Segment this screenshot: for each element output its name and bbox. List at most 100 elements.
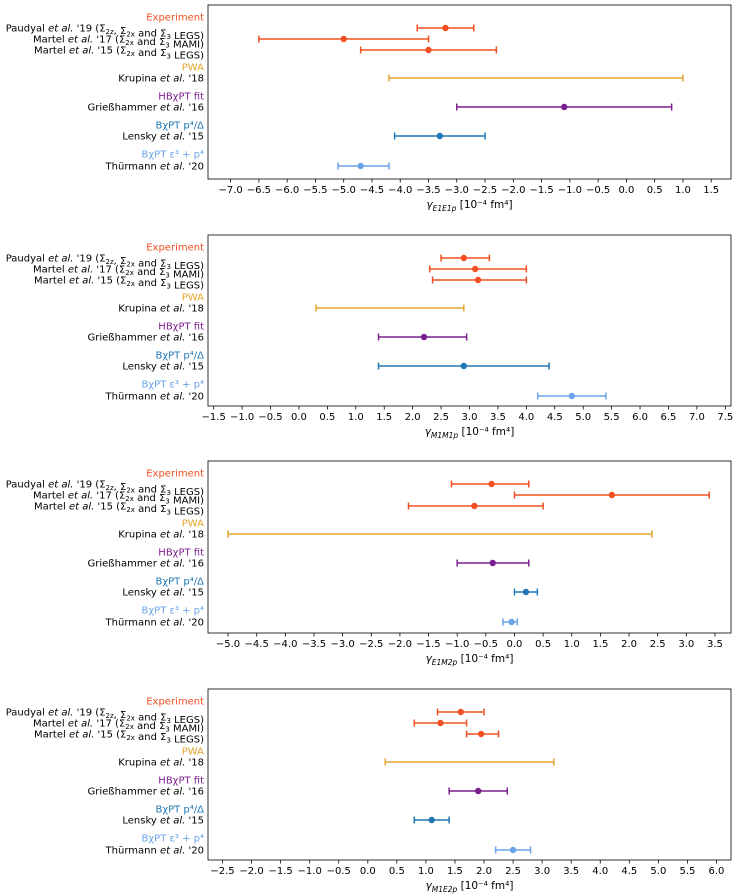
x-tick-label: −1.0: [298, 866, 322, 877]
x-tick-label: 1.0: [564, 639, 580, 650]
x-tick-label: 5.5: [604, 412, 620, 423]
row-label: Krupina et al. '18: [118, 304, 204, 315]
x-tick-label: 1.5: [703, 185, 719, 196]
row-label: Thürmann et al. '20: [105, 846, 204, 857]
x-tick-label: 0.5: [319, 412, 335, 423]
data-point-paudyal: [460, 254, 468, 262]
x-tick-label: 1.0: [675, 185, 691, 196]
x-tick-label: −5.0: [332, 185, 356, 196]
data-point-martel15: [471, 502, 478, 510]
data-point-thurmann: [568, 392, 576, 400]
x-tick-label: −1.5: [529, 185, 553, 196]
x-axis-label: γM1M1p [10⁻⁴ fm⁴]: [425, 426, 515, 440]
group-label: Experiment: [146, 243, 204, 254]
data-point-martel15: [425, 46, 432, 54]
x-tick-label: −3.0: [330, 639, 354, 650]
x-tick-label: −2.0: [501, 185, 525, 196]
data-point-lensky: [522, 588, 530, 596]
row-label: Martel et al. '15 (Σ2x and Σ3 LEGS): [34, 502, 204, 518]
x-tick-label: 2.0: [476, 866, 492, 877]
x-tick-label: −5.5: [303, 185, 327, 196]
row-label: Grießhammer et al. '16: [88, 787, 204, 798]
x-tick-label: −2.5: [359, 639, 383, 650]
x-axis-label: γE1M2p [10⁻⁴ fm⁴]: [426, 653, 514, 667]
data-point-thurmann: [357, 162, 364, 170]
data-point-martel17: [471, 265, 479, 273]
plot-frame: [207, 688, 732, 861]
x-tick-label: −2.0: [239, 866, 263, 877]
chart-panel-2: −1.5 −1.0 −0.5 0.0 0.5 1.0 1.5 2.0 2.5 3.0 3.5 4.0 4…: [6, 234, 733, 440]
row-label: Martel et al. '17 (Σ2x and Σ3 MAMI): [33, 491, 204, 507]
row-label: Grießhammer et al. '16: [88, 333, 204, 344]
x-tick-label: 1.5: [447, 866, 463, 877]
x-tick-label: 0.5: [647, 185, 663, 196]
chart-panel-4: −2.5 −2.0 −1.5 −1.0 −0.5 0.0 0.5 1.0 1.5 2.0 2.5 3.…: [6, 688, 732, 894]
x-tick-label: 4.0: [592, 866, 608, 877]
x-tick-label: 3.5: [490, 412, 506, 423]
row-label: Lensky et al. '15: [122, 132, 204, 143]
x-tick-label: 2.5: [650, 639, 666, 650]
x-tick-label: 4.0: [518, 412, 534, 423]
data-point-griesshammer: [489, 559, 496, 567]
x-tick-label: −1.5: [202, 412, 226, 423]
row-label: Martel et al. '17 (Σ2x and Σ3 MAMI): [33, 265, 204, 281]
data-point-lensky: [436, 132, 444, 140]
row-label: Martel et al. '17 (Σ2x and Σ3 MAMI): [33, 719, 204, 735]
row-label: Lensky et al. '15: [122, 588, 204, 599]
x-tick-label: −1.0: [445, 639, 469, 650]
x-tick-label: −7.0: [218, 185, 242, 196]
row-label: Paudyal et al. '19 (Σ2z, Σ2x and Σ3 LEGS…: [6, 480, 204, 499]
x-tick-label: 1.5: [376, 412, 392, 423]
x-tick-label: 2.5: [505, 866, 521, 877]
group-label: BχPT p⁴/Δ: [155, 577, 204, 588]
x-tick-label: 3.0: [678, 639, 694, 650]
x-tick-label: −3.0: [445, 185, 469, 196]
x-axis-label: γM1E2p [10⁻⁴ fm⁴]: [426, 880, 514, 894]
x-tick-label: 0.0: [507, 639, 523, 650]
x-tick-label: −6.0: [275, 185, 299, 196]
chart-panel-1: −7.0 −6.5 −6.0 −5.5 −5.0 −4.5 −4.0 −3.5 −3.0 −2.5…: [6, 4, 732, 213]
group-label: HBχPT fit: [158, 92, 204, 103]
group-label: HBχPT fit: [158, 548, 204, 559]
data-point-martel15: [477, 730, 485, 738]
x-tick-label: 0.5: [389, 866, 405, 877]
x-tick-label: 0.0: [618, 185, 634, 196]
x-tick-label: −1.5: [416, 639, 440, 650]
row-label: Paudyal et al. '19 (Σ2z, Σ2x and Σ3 LEGS…: [6, 24, 204, 43]
x-tick-label: 0.0: [360, 866, 376, 877]
data-point-martel15: [474, 276, 482, 284]
x-tick-label: −0.5: [258, 412, 282, 423]
group-label: PWA: [182, 519, 204, 530]
x-tick-label: −2.0: [388, 639, 412, 650]
row-label: Paudyal et al. '19 (Σ2z, Σ2x and Σ3 LEGS…: [6, 254, 204, 273]
data-point-paudyal: [488, 480, 495, 488]
data-point-lensky: [460, 362, 468, 370]
row-label: Krupina et al. '18: [118, 758, 204, 769]
data-point-griesshammer: [561, 103, 568, 111]
row-label: Krupina et al. '18: [118, 530, 204, 541]
x-tick-label: 1.5: [592, 639, 608, 650]
x-tick-label: 6.0: [632, 412, 648, 423]
x-tick-label: 5.5: [679, 866, 695, 877]
group-label: BχPT p⁴/Δ: [155, 351, 204, 362]
x-tick-label: −3.5: [416, 185, 440, 196]
x-tick-label: −0.5: [586, 185, 610, 196]
group-label: BχPT ε³ + p⁴: [142, 834, 204, 845]
group-label: BχPT ε³ + p⁴: [142, 606, 204, 617]
row-label: Martel et al. '15 (Σ2x and Σ3 LEGS): [34, 46, 204, 62]
plot-frame: [207, 234, 732, 407]
row-label: Lensky et al. '15: [122, 362, 204, 373]
row-label: Paudyal et al. '19 (Σ2z, Σ2x and Σ3 LEGS…: [6, 708, 204, 727]
x-tick-label: −1.5: [268, 866, 292, 877]
group-label: BχPT ε³ + p⁴: [142, 380, 204, 391]
row-label: Krupina et al. '18: [118, 74, 204, 85]
x-tick-label: −4.5: [360, 185, 384, 196]
x-tick-label: 2.0: [405, 412, 421, 423]
plot-frame: [207, 460, 732, 634]
x-tick-label: 7.5: [717, 412, 733, 423]
x-tick-label: −0.5: [474, 639, 498, 650]
x-tick-label: 4.5: [547, 412, 563, 423]
row-label: Thürmann et al. '20: [105, 162, 204, 173]
row-label: Grießhammer et al. '16: [88, 559, 204, 570]
